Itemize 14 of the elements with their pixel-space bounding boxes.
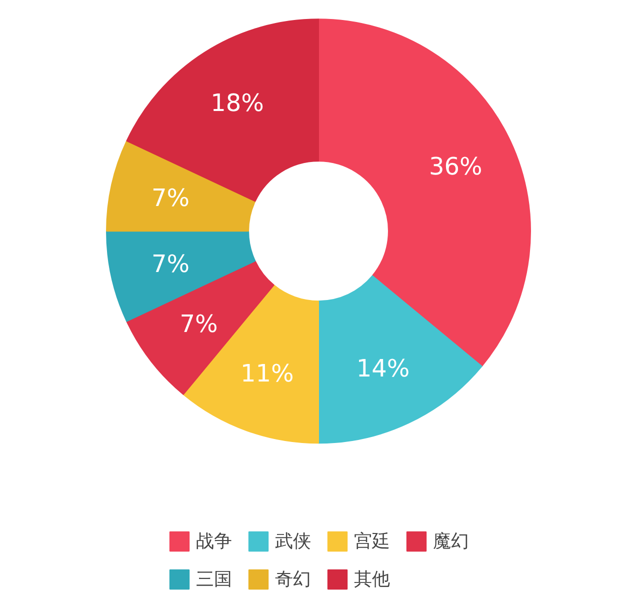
data-label: 7% — [152, 250, 190, 278]
legend-label: 战争 — [196, 530, 232, 553]
legend-label: 奇幻 — [275, 568, 311, 591]
legend-label: 宫廷 — [354, 530, 390, 553]
data-label: 14% — [356, 354, 410, 382]
legend-label: 其他 — [354, 568, 390, 591]
legend-label: 三国 — [196, 568, 232, 591]
data-label: 11% — [240, 360, 294, 388]
data-label: 18% — [210, 89, 264, 118]
data-label: 7% — [152, 184, 190, 212]
legend-label: 魔幻 — [433, 530, 469, 553]
legend-label: 武侠 — [275, 530, 311, 553]
data-label: 36% — [428, 152, 482, 181]
data-label: 7% — [180, 310, 218, 338]
